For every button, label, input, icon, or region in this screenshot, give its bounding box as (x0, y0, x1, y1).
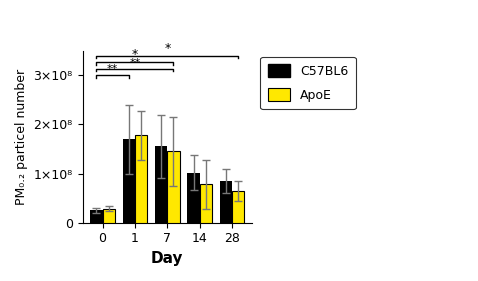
Bar (220, 181, 232, 223)
Bar (167, 151, 180, 223)
Text: **: ** (107, 64, 118, 74)
Bar (232, 191, 244, 223)
Y-axis label: PM₀.₂ particel number: PM₀.₂ particel number (15, 69, 28, 205)
Bar (103, 209, 115, 223)
Text: *: * (132, 48, 138, 61)
Text: **: ** (130, 58, 141, 67)
Bar (200, 184, 212, 223)
Bar (187, 173, 200, 223)
Bar (123, 139, 135, 223)
Bar (155, 146, 167, 223)
Bar (90, 210, 103, 223)
X-axis label: Day: Day (151, 251, 184, 266)
Text: *: * (164, 42, 171, 55)
Legend: C57BL6, ApoE: C57BL6, ApoE (260, 57, 356, 109)
Bar (135, 135, 147, 223)
